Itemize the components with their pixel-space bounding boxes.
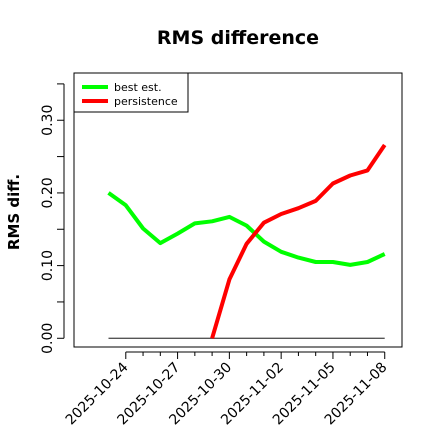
y-tick-label: 0.10: [40, 250, 56, 281]
y-axis-label: RMS diff.: [5, 174, 23, 250]
series-line-persistence: [210, 143, 387, 339]
y-axis: 0.00 0.10 0.20 0.30: [40, 83, 65, 354]
x-axis: 2025-10-242025-10-272025-10-302025-11-02…: [63, 351, 391, 428]
chart-title: RMS difference: [157, 27, 319, 49]
y-tick-label: 0.00: [40, 323, 56, 354]
y-tick-label: 0.30: [40, 105, 56, 136]
legend-label: persistence: [114, 95, 178, 108]
legend-label: best est.: [114, 81, 162, 94]
series-line-best-est: [107, 191, 386, 267]
plot-frame: [73, 72, 403, 348]
y-tick-label: 0.20: [40, 177, 56, 208]
legend-box: [73, 72, 189, 113]
series-layer: [107, 143, 387, 339]
legend: best est.persistence: [73, 72, 189, 113]
